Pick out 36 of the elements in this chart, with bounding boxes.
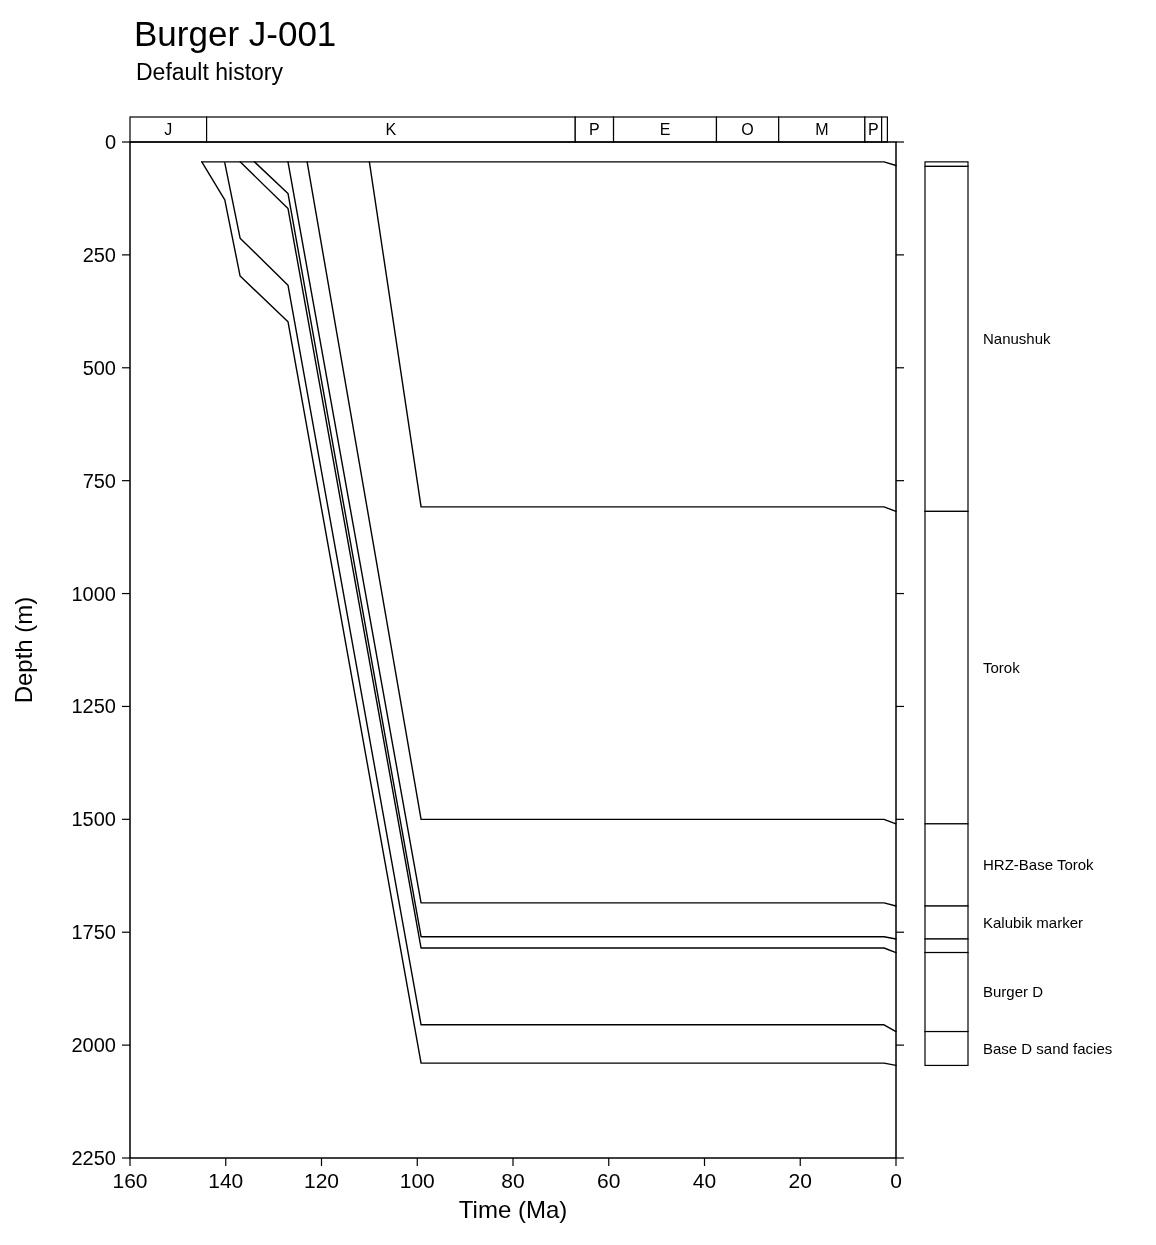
- y-tick-label: 2000: [71, 1034, 116, 1057]
- y-tick-label: 1750: [71, 921, 116, 944]
- y-tick-label: 1250: [71, 695, 116, 718]
- x-tick-label: 40: [692, 1169, 717, 1192]
- x-axis-title: Time (Ma): [458, 1196, 568, 1223]
- x-tick-label: 160: [112, 1169, 148, 1192]
- text: M: [815, 121, 829, 138]
- text: J: [164, 121, 173, 138]
- y-tick-label: 0: [104, 131, 116, 153]
- x-tick-label: 20: [788, 1169, 812, 1192]
- text: Torok: [983, 658, 1021, 676]
- y-tick-label: 1500: [71, 808, 116, 831]
- y-tick-label: 2250: [71, 1147, 116, 1169]
- text: Kalubik marker: [983, 913, 1084, 931]
- text: Base D sand facies: [983, 1039, 1113, 1057]
- y-axis-title: Depth (m): [10, 596, 37, 704]
- x-tick-label: 100: [399, 1169, 435, 1192]
- y-tick-label: 500: [82, 356, 116, 379]
- text: Nanushuk: [983, 330, 1052, 348]
- chart-subtitle: Default history: [136, 59, 284, 85]
- y-tick-label: 250: [82, 243, 116, 266]
- text: P: [589, 121, 600, 138]
- text: K: [385, 121, 397, 138]
- chart-title: Burger J-001: [134, 14, 337, 53]
- x-tick-label: 0: [890, 1169, 902, 1192]
- x-tick-label: 80: [501, 1169, 525, 1192]
- x-tick-label: 140: [208, 1169, 244, 1192]
- text: P: [867, 121, 879, 138]
- y-tick-label: 750: [82, 469, 116, 492]
- text: O: [741, 121, 754, 138]
- text: Burger D: [983, 983, 1044, 1001]
- y-tick-label: 1000: [71, 582, 116, 605]
- x-tick-label: 120: [303, 1169, 340, 1192]
- text: HRZ-Base Torok: [983, 856, 1095, 874]
- text: E: [659, 121, 671, 138]
- x-tick-label: 60: [597, 1169, 621, 1192]
